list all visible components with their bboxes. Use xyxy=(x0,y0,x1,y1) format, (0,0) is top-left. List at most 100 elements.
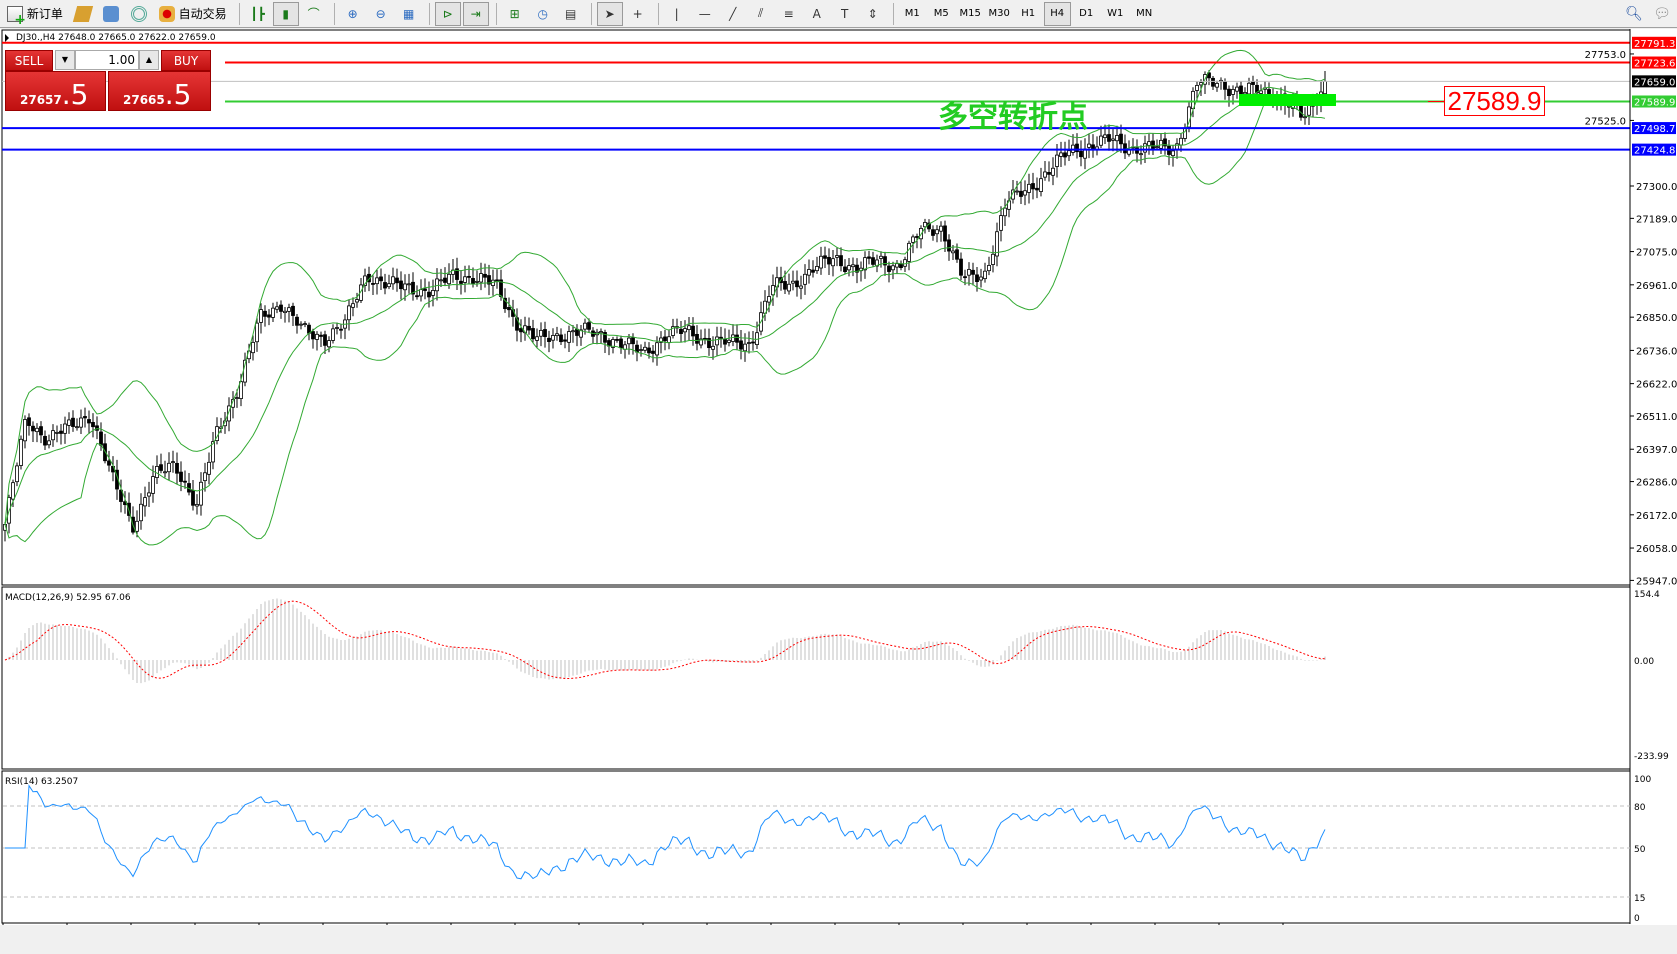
periods-button[interactable]: ◷ xyxy=(530,2,556,26)
candle xyxy=(507,307,511,311)
new-order-button[interactable]: + 新订单 xyxy=(2,2,68,27)
bollinger-upper-band xyxy=(4,49,1326,525)
timeframe-w1[interactable]: W1 xyxy=(1107,8,1124,19)
tile-windows-button[interactable]: ▦ xyxy=(396,2,422,26)
horizontal-line-button[interactable]: — xyxy=(692,2,718,26)
timeframe-h1[interactable]: H1 xyxy=(1021,8,1036,19)
lot-decrease-button[interactable]: ▼ xyxy=(55,50,75,70)
candle xyxy=(147,492,151,497)
vertical-line-button[interactable]: | xyxy=(664,2,690,26)
candle xyxy=(47,440,51,446)
crosshair-button[interactable]: + xyxy=(625,2,651,26)
candle xyxy=(855,264,859,273)
timeframe-m30[interactable]: M30 xyxy=(988,8,1010,19)
candle xyxy=(943,225,947,242)
equidistant-channel-button[interactable]: ⫽ xyxy=(748,2,774,26)
trendline-icon: ╱ xyxy=(729,6,737,21)
timeframe-d1[interactable]: D1 xyxy=(1079,8,1094,19)
price-tag-27498.7 xyxy=(1632,122,1676,135)
candle xyxy=(771,285,775,296)
search-button[interactable]: 🔍︎ xyxy=(1621,2,1647,26)
candle xyxy=(839,255,843,267)
annotation-text[interactable]: 多空转折点 xyxy=(938,100,1088,135)
line-chart-button[interactable]: ⌒ xyxy=(301,2,327,26)
candle xyxy=(567,331,571,343)
candle xyxy=(571,330,575,333)
candle xyxy=(1307,104,1311,116)
indicators-button[interactable]: ⊞ xyxy=(502,2,528,26)
candle xyxy=(1115,135,1119,142)
price-tick-label: 26286.0 xyxy=(1636,478,1677,489)
templates-button[interactable]: ▤ xyxy=(558,2,584,26)
sell-button[interactable]: SELL xyxy=(5,50,53,71)
signal-icon xyxy=(130,5,147,22)
price-tick-label: 25947.0 xyxy=(1636,576,1677,587)
text-label-button[interactable]: T xyxy=(832,2,858,26)
candle xyxy=(959,258,963,276)
candle xyxy=(651,350,655,354)
candle xyxy=(1111,138,1115,141)
lot-size-input[interactable] xyxy=(75,50,139,70)
new-order-icon: + xyxy=(7,5,26,27)
candle xyxy=(807,269,811,276)
candle xyxy=(267,314,271,318)
autoscroll-button[interactable]: ⇥ xyxy=(462,1,489,26)
market-watch-button[interactable] xyxy=(70,2,96,26)
vertical-line-icon: | xyxy=(674,6,679,21)
buy-button[interactable]: BUY xyxy=(161,50,211,71)
price-tick-label: 26172.0 xyxy=(1636,511,1677,522)
templates-icon: ▤ xyxy=(565,6,577,21)
candle xyxy=(907,242,911,262)
price-tick-label: 27300.0 xyxy=(1636,182,1677,193)
candle xyxy=(1123,143,1127,154)
candle xyxy=(667,336,671,343)
chart-canvas[interactable]: 27791.3 27723.6 27659.0 27589.9 27498.7 27424… xyxy=(0,29,1677,942)
separator xyxy=(590,2,592,25)
candle xyxy=(787,283,791,292)
price-tick-label: 26622.0 xyxy=(1636,380,1677,391)
timeframe-mn[interactable]: MN xyxy=(1136,8,1153,19)
chart-tools-group: ┃┣ ▮ ⌒ ⊕ ⊖ ▦ ⊳ ⇥ ⊞ ◷ ▤ ➤ + | — ╱ ⫽ ≡ A T ⇕ xyxy=(245,1,888,26)
candle xyxy=(883,256,887,266)
timeframe-h4[interactable]: H4 xyxy=(1043,1,1071,26)
candle xyxy=(431,289,435,296)
chat-button[interactable]: 💬︎ xyxy=(1649,2,1675,26)
candle xyxy=(751,341,755,344)
buy-price-button[interactable]: 27665.5 xyxy=(108,71,211,111)
trendline-button[interactable]: ╱ xyxy=(720,2,746,26)
candle xyxy=(819,255,823,269)
candlestick-button[interactable]: ▮ xyxy=(272,1,299,26)
timeframe-m1[interactable]: M1 xyxy=(904,8,920,19)
candle xyxy=(579,329,583,338)
price-label-object[interactable]: 27589.9 xyxy=(1444,86,1545,116)
cursor-button[interactable]: ➤ xyxy=(596,1,623,26)
candle xyxy=(1047,172,1051,175)
sell-price-button[interactable]: 27657.5 xyxy=(5,71,106,111)
zoom-out-button[interactable]: ⊖ xyxy=(368,2,394,26)
zoom-in-icon: ⊕ xyxy=(347,6,358,21)
candle xyxy=(887,265,891,272)
bar-chart-button[interactable]: ┃┣ xyxy=(245,2,271,26)
timeframe-m15[interactable]: M15 xyxy=(959,8,981,19)
candle xyxy=(631,337,635,345)
candle xyxy=(43,435,47,446)
candle xyxy=(931,229,935,236)
candle xyxy=(1223,81,1227,90)
timeframe-m5[interactable]: M5 xyxy=(933,8,949,19)
lot-increase-button[interactable]: ▲ xyxy=(139,50,159,70)
auto-trading-button[interactable]: 自动交易 xyxy=(154,2,232,26)
candle xyxy=(563,339,567,342)
arrows-button[interactable]: ⇕ xyxy=(860,2,886,26)
signals-button[interactable] xyxy=(126,2,152,26)
chart-window[interactable]: 27791.3 27723.6 27659.0 27589.9 27498.7 27424… xyxy=(0,29,1677,942)
zoom-in-button[interactable]: ⊕ xyxy=(340,2,366,26)
text-button[interactable]: A xyxy=(804,2,830,26)
candle xyxy=(163,471,167,474)
fibonacci-button[interactable]: ≡ xyxy=(776,2,802,26)
candle xyxy=(95,425,99,431)
candle xyxy=(791,280,795,284)
navigator-button[interactable] xyxy=(98,2,124,26)
candle xyxy=(871,257,875,265)
chart-shift-button[interactable]: ⊳ xyxy=(434,1,461,26)
candle xyxy=(951,250,955,254)
